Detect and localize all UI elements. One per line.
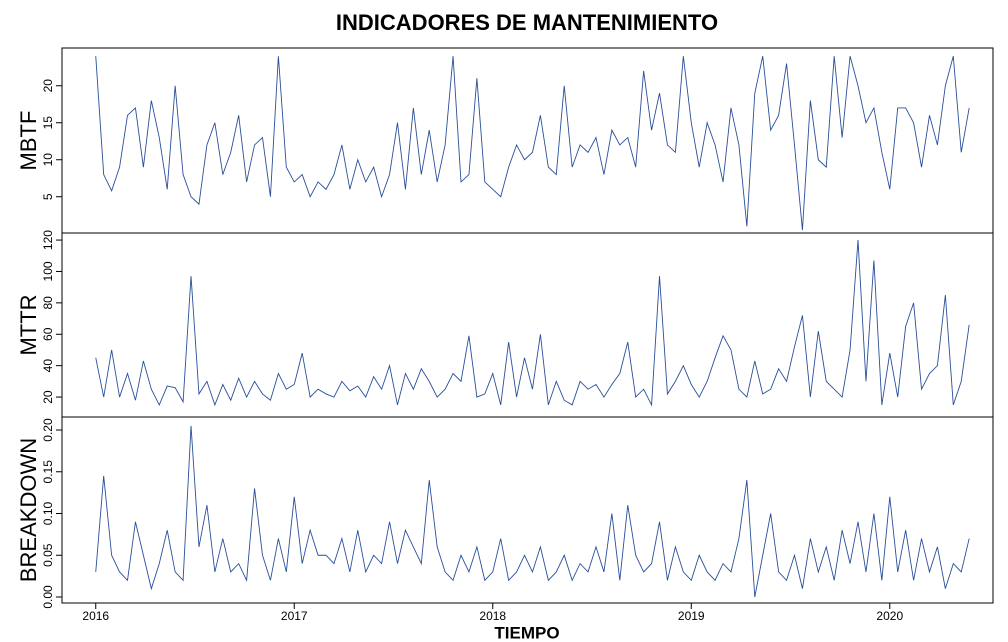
y-tick-label: 60 xyxy=(41,327,55,341)
y-tick-label: 15 xyxy=(41,116,55,130)
y-tick-label: 0.00 xyxy=(41,585,55,609)
x-tick-label: 2017 xyxy=(281,609,308,623)
x-tick-label: 2018 xyxy=(479,609,506,623)
x-tick-label: 2019 xyxy=(678,609,705,623)
panel-frame xyxy=(61,47,994,234)
y-tick-label: 0.10 xyxy=(41,502,55,526)
x-axis-label: TIEMPO xyxy=(494,623,559,642)
series-line xyxy=(95,425,970,598)
y-axis-label: BREAKDOWN xyxy=(16,438,41,582)
y-tick-label: 5 xyxy=(41,193,55,200)
y-tick-label: 10 xyxy=(41,153,55,167)
y-tick-label: 0.15 xyxy=(41,460,55,484)
series-line xyxy=(95,240,970,407)
x-tick-label: 2016 xyxy=(82,609,109,623)
chart-title: INDICADORES DE MANTENIMIENTO xyxy=(336,10,718,35)
y-tick-label: 120 xyxy=(41,230,55,250)
y-tick-label: 40 xyxy=(41,359,55,373)
y-axis-label: MBTF xyxy=(16,111,41,171)
series-line xyxy=(95,56,970,231)
y-tick-label: 20 xyxy=(41,390,55,404)
y-tick-label: 0.20 xyxy=(41,418,55,442)
y-axis-label: MTTR xyxy=(16,294,41,355)
y-tick-label: 0.05 xyxy=(41,543,55,567)
y-tick-label: 80 xyxy=(41,296,55,310)
y-tick-label: 100 xyxy=(41,261,55,281)
panel-frame xyxy=(61,416,994,604)
x-tick-label: 2020 xyxy=(876,609,903,623)
y-tick-label: 20 xyxy=(41,79,55,93)
